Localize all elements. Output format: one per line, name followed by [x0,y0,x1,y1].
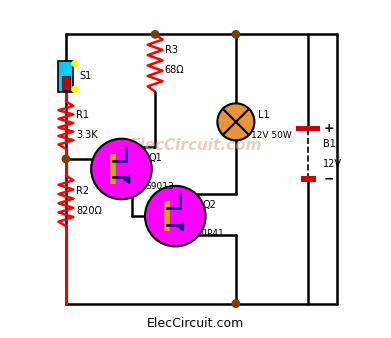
Circle shape [232,300,240,307]
Text: B1: B1 [323,139,336,149]
Text: ElecCircuit.com: ElecCircuit.com [147,317,244,330]
Circle shape [217,103,255,140]
Text: S1: S1 [79,71,91,81]
Circle shape [151,31,159,38]
Circle shape [72,86,78,92]
Text: R3: R3 [165,45,178,54]
Circle shape [145,186,206,246]
Bar [62,76,70,90]
Circle shape [91,139,152,199]
Text: S9013: S9013 [145,182,174,191]
Text: ElecCircuit.com: ElecCircuit.com [129,138,262,153]
Text: L1: L1 [258,110,269,120]
Circle shape [72,61,78,67]
Text: −: − [323,173,334,186]
Bar [301,176,316,182]
Text: Q2: Q2 [202,200,216,210]
Text: 820Ω: 820Ω [76,206,102,216]
Circle shape [232,31,240,38]
Text: R1: R1 [76,110,89,120]
Text: +: + [323,122,334,135]
Text: R2: R2 [76,186,89,196]
Text: TIP41: TIP41 [199,229,224,238]
Text: 12V 50W: 12V 50W [251,131,292,140]
Text: 68Ω: 68Ω [165,65,184,75]
Bar [59,61,73,92]
Text: 3.3K: 3.3K [76,130,98,140]
Bar [296,126,320,131]
Text: 12V: 12V [323,159,343,169]
Text: Q1: Q1 [148,152,162,163]
Circle shape [62,155,70,163]
